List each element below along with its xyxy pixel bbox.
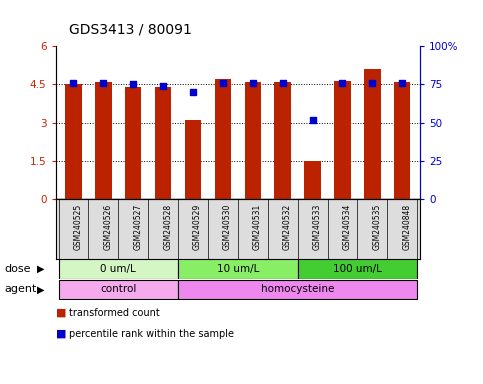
Bar	[364, 69, 381, 199]
Text: GSM240527: GSM240527	[133, 204, 142, 250]
Bar	[58, 280, 178, 299]
Text: 100 um/L: 100 um/L	[333, 264, 382, 274]
Text: GSM240534: GSM240534	[342, 204, 352, 250]
Bar	[125, 87, 142, 199]
Text: ■: ■	[56, 329, 66, 339]
Bar	[394, 82, 411, 199]
Text: GSM240530: GSM240530	[223, 204, 232, 250]
Text: homocysteine: homocysteine	[261, 284, 334, 294]
Text: GSM240525: GSM240525	[73, 204, 83, 250]
Bar	[178, 259, 298, 279]
Text: ■: ■	[56, 308, 66, 318]
Point	[159, 83, 167, 89]
Text: GSM240528: GSM240528	[163, 204, 172, 250]
Point	[339, 80, 346, 86]
Text: control: control	[100, 284, 137, 294]
Bar	[155, 88, 171, 199]
Bar	[58, 259, 178, 279]
Point	[309, 116, 316, 122]
Bar	[304, 161, 321, 199]
Text: transformed count: transformed count	[69, 308, 160, 318]
Text: percentile rank within the sample: percentile rank within the sample	[69, 329, 234, 339]
Bar	[334, 81, 351, 199]
Bar	[65, 84, 82, 199]
Bar	[244, 82, 261, 199]
Point	[279, 80, 286, 86]
Text: 0 um/L: 0 um/L	[100, 264, 136, 274]
Text: GSM240529: GSM240529	[193, 204, 202, 250]
Text: GSM240526: GSM240526	[103, 204, 113, 250]
Point	[249, 80, 256, 86]
Text: agent: agent	[5, 284, 37, 294]
Bar	[298, 259, 417, 279]
Point	[99, 80, 107, 86]
Bar	[95, 82, 112, 199]
Text: GDS3413 / 80091: GDS3413 / 80091	[69, 23, 192, 36]
Text: 10 um/L: 10 um/L	[217, 264, 259, 274]
Text: ▶: ▶	[37, 264, 45, 274]
Text: GSM240532: GSM240532	[283, 204, 292, 250]
Point	[219, 80, 227, 86]
Bar	[178, 280, 417, 299]
Bar	[274, 82, 291, 199]
Bar	[215, 79, 231, 199]
Text: ▶: ▶	[37, 284, 45, 294]
Point	[398, 80, 406, 86]
Point	[129, 81, 137, 88]
Text: GSM240531: GSM240531	[253, 204, 262, 250]
Text: GSM240848: GSM240848	[402, 204, 412, 250]
Text: dose: dose	[5, 264, 31, 274]
Bar	[185, 119, 201, 199]
Text: GSM240533: GSM240533	[313, 204, 322, 250]
Point	[70, 80, 77, 86]
Point	[189, 89, 197, 95]
Point	[369, 80, 376, 86]
Text: GSM240535: GSM240535	[372, 204, 382, 250]
